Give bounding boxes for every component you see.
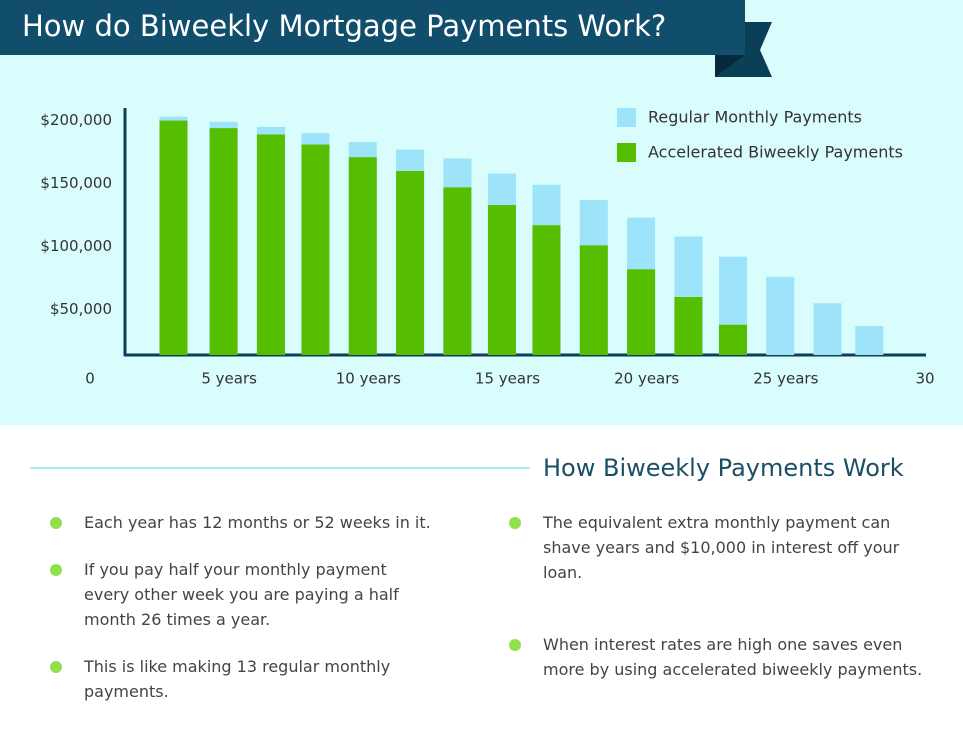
bar <box>301 144 330 355</box>
y-tick-label: $200,000 <box>40 111 112 129</box>
x-tick-label: 30 <box>915 370 934 388</box>
bar <box>443 187 472 355</box>
left-column: Each year has 12 months or 52 weeks in i… <box>50 510 434 726</box>
bullet-text: Each year has 12 months or 52 weeks in i… <box>84 513 431 532</box>
legend-swatch <box>617 143 636 162</box>
x-tick-label: 0 <box>85 370 95 388</box>
x-tick-label: 5 years <box>201 370 257 388</box>
legend-swatch <box>617 108 636 127</box>
section-title: How Biweekly Payments Work <box>543 454 904 482</box>
x-tick-label: 20 years <box>614 370 679 388</box>
y-tick-label: $50,000 <box>50 300 112 318</box>
x-tick-label: 15 years <box>475 370 540 388</box>
bar <box>579 245 608 355</box>
bullet-item: The equivalent extra monthly payment can… <box>509 510 928 585</box>
bullet-dot <box>50 661 62 673</box>
right-column: The equivalent extra monthly payment can… <box>509 510 928 704</box>
bar <box>348 157 377 355</box>
bar <box>718 324 747 355</box>
y-tick-label: $100,000 <box>40 237 112 255</box>
bar <box>159 120 188 355</box>
legend-label: Regular Monthly Payments <box>648 108 862 127</box>
chart: How do Biweekly Mortgage Payments Work? … <box>0 0 963 425</box>
chart-title: How do Biweekly Mortgage Payments Work? <box>22 9 666 43</box>
bullet-dot <box>50 517 62 529</box>
bullet-item: This is like making 13 regular monthly p… <box>50 654 434 704</box>
legend-label: Accelerated Biweekly Payments <box>648 143 903 162</box>
bar <box>256 134 285 355</box>
bullet-text: If you pay half your monthly payment eve… <box>84 560 399 629</box>
bullet-item: When interest rates are high one saves e… <box>509 632 928 682</box>
bullet-text: When interest rates are high one saves e… <box>543 635 923 679</box>
bar <box>855 326 884 355</box>
bullet-text: This is like making 13 regular monthly p… <box>84 657 391 701</box>
bullet-dot <box>50 564 62 576</box>
x-tick-label: 10 years <box>336 370 401 388</box>
y-tick-label: $150,000 <box>40 174 112 192</box>
bullet-text: The equivalent extra monthly payment can… <box>543 513 900 582</box>
bar <box>209 128 238 355</box>
bar <box>627 269 656 355</box>
bar <box>487 205 516 355</box>
bullet-dot <box>509 639 521 651</box>
divider <box>30 467 530 469</box>
bar <box>396 171 425 355</box>
bar <box>813 303 842 355</box>
bullet-item: If you pay half your monthly payment eve… <box>50 557 434 632</box>
bar <box>766 276 795 355</box>
bar <box>532 225 561 355</box>
chart-background <box>0 0 963 425</box>
banner-fold <box>715 55 745 77</box>
x-tick-label: 25 years <box>753 370 818 388</box>
bullet-dot <box>509 517 521 529</box>
banner <box>0 0 745 55</box>
bar <box>674 297 703 355</box>
bullet-item: Each year has 12 months or 52 weeks in i… <box>50 510 434 535</box>
